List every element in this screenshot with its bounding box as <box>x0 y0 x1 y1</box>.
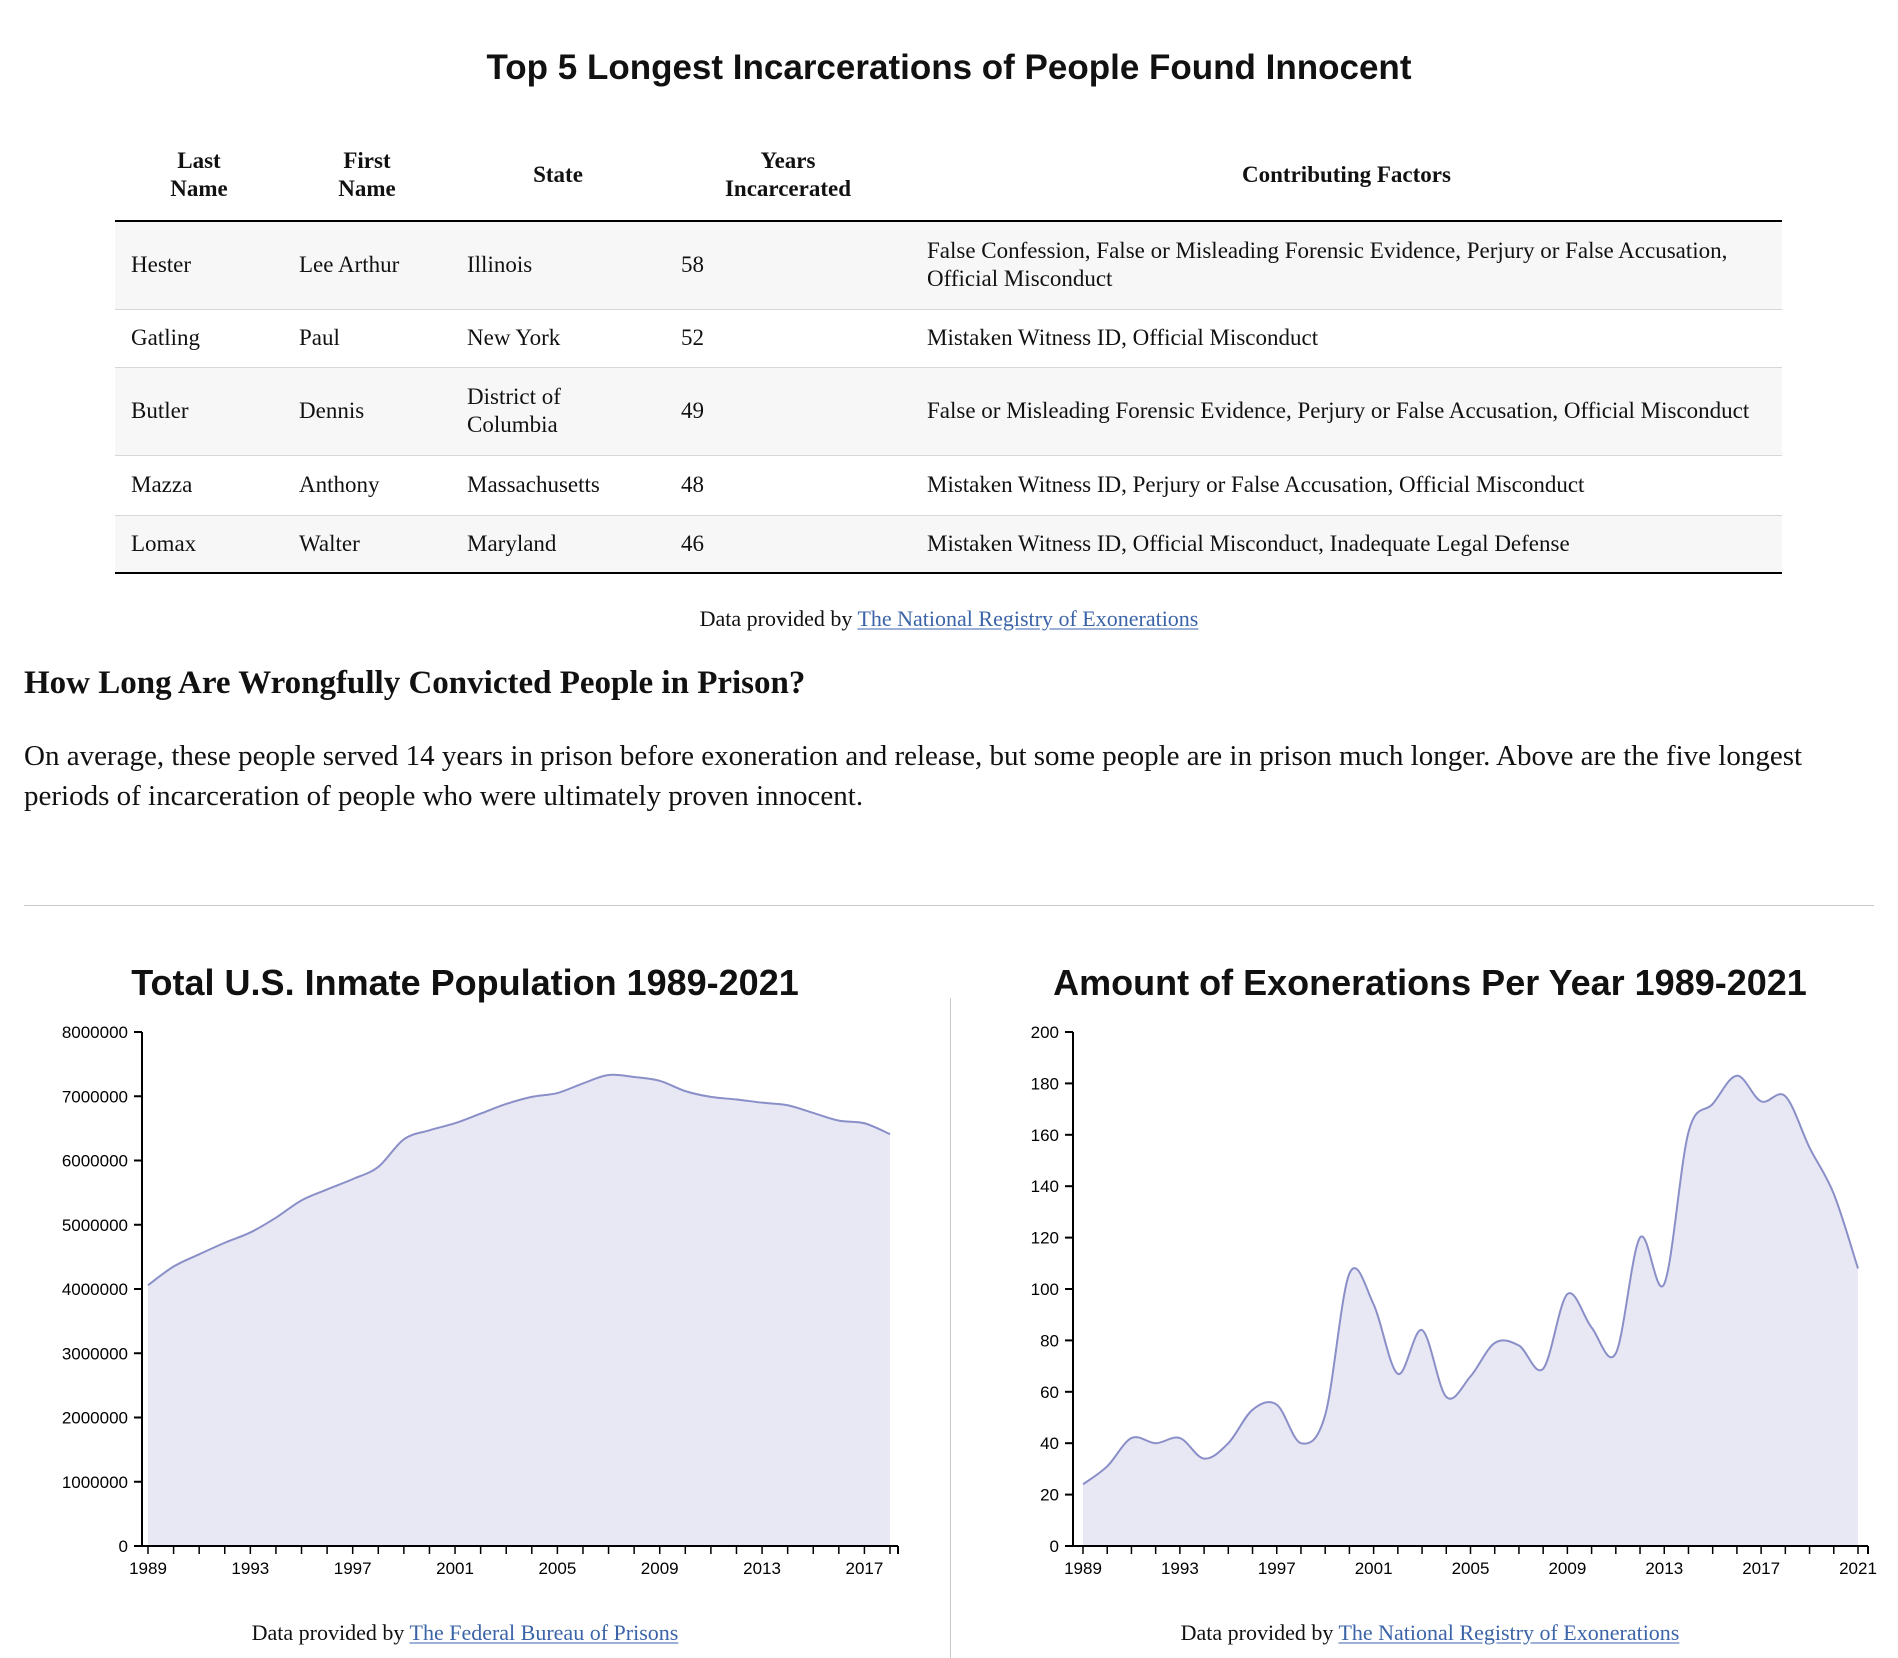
exoneration-y-tick-label: 200 <box>1031 1023 1059 1042</box>
cell-factors: Mistaken Witness ID, Official Misconduct <box>927 325 1319 350</box>
table-title: Top 5 Longest Incarcerations of People F… <box>486 48 1412 87</box>
table-row: Lomax Walter Maryland 46 Mistaken Witnes… <box>115 515 1782 573</box>
exoneration-chart-credit: Data provided by The National Registry o… <box>990 1620 1870 1646</box>
section-heading: How Long Are Wrongfully Convicted People… <box>24 665 806 701</box>
chart-divider <box>950 998 951 1658</box>
incarcerations-table: Last Name First Name State Years Incarcerat… <box>115 130 1782 574</box>
inmate-y-tick-label: 8000000 <box>62 1023 128 1042</box>
exoneration-x-tick-label: 1997 <box>1258 1559 1296 1578</box>
exoneration-y-tick-label: 180 <box>1031 1074 1059 1093</box>
exoneration-x-tick-label: 2017 <box>1742 1559 1780 1578</box>
exoneration-x-tick-label: 2001 <box>1355 1559 1393 1578</box>
exoneration-x-tick-label: 1993 <box>1161 1559 1199 1578</box>
inmate-y-tick-label: 2000000 <box>62 1409 128 1428</box>
inmate-y-tick-label: 0 <box>119 1537 128 1556</box>
header-years-incarcerated: Years Incarcerated <box>724 148 852 201</box>
cell-years: 49 <box>681 398 704 423</box>
header-state: State <box>533 162 583 187</box>
cell-years: 52 <box>681 325 704 350</box>
exoneration-credit-prefix: Data provided by <box>1180 1620 1339 1645</box>
inmate-x-tick-label: 1997 <box>334 1559 372 1578</box>
cell-state: Illinois <box>467 252 533 278</box>
cell-years: 46 <box>681 530 704 556</box>
header-last-name: Last Name <box>170 148 228 201</box>
inmate-credit-link[interactable]: The Federal Bureau of Prisons <box>409 1620 679 1645</box>
section-paragraph: On average, these people served 14 years… <box>24 740 1803 812</box>
table-credit: Data provided by The National Registry o… <box>0 606 1898 632</box>
inmate-x-tick-label: 2001 <box>436 1559 474 1578</box>
table-credit-link[interactable]: The National Registry of Exonerations <box>857 606 1199 631</box>
cell-state: Maryland <box>467 530 557 556</box>
table-row: Hester Lee Arthur Illinois 58 False Conf… <box>115 221 1782 309</box>
inmate-x-tick-label: 2017 <box>845 1559 883 1578</box>
cell-factors: False Confession, False or Misleading Fo… <box>927 238 1728 292</box>
cell-state: District of Columbia <box>467 384 561 437</box>
inmate-y-tick-label: 6000000 <box>62 1152 128 1171</box>
inmate-line <box>147 1073 891 1286</box>
exoneration-x-tick-label: 2013 <box>1645 1559 1683 1578</box>
exoneration-y-tick-label: 120 <box>1031 1229 1059 1248</box>
cell-first-name: Lee Arthur <box>299 252 400 278</box>
table-header-row: Last Name First Name State Years Incarcerat… <box>115 130 1782 221</box>
cell-first-name: Dennis <box>299 398 365 423</box>
exoneration-credit-link[interactable]: The National Registry of Exonerations <box>1338 1620 1680 1645</box>
cell-state: Massachusetts <box>467 472 600 497</box>
inmate-x-tick-label: 2009 <box>641 1559 679 1578</box>
inmate-y-tick-label: 4000000 <box>62 1280 128 1299</box>
inmate-credit-prefix: Data provided by <box>251 1620 410 1645</box>
cell-last-name: Hester <box>131 252 192 278</box>
inmate-x-tick-label: 2013 <box>743 1559 781 1578</box>
inmate-x-tick-label: 1989 <box>129 1559 167 1578</box>
header-first-name: First Name <box>338 148 396 201</box>
cell-first-name: Anthony <box>299 472 380 497</box>
exoneration-y-tick-label: 40 <box>1040 1434 1059 1453</box>
header-contributing-factors: Contributing Factors <box>1242 162 1451 187</box>
inmate-x-tick-label: 2005 <box>538 1559 576 1578</box>
exoneration-y-tick-label: 80 <box>1040 1331 1059 1350</box>
cell-factors: False or Misleading Forensic Evidence, P… <box>927 398 1750 423</box>
section-divider <box>24 905 1874 906</box>
cell-state: New York <box>467 325 561 350</box>
exoneration-x-tick-label: 2021 <box>1839 1559 1877 1578</box>
exoneration-y-tick-label: 160 <box>1031 1126 1059 1145</box>
cell-factors: Mistaken Witness ID, Perjury or False Ac… <box>927 472 1585 497</box>
exoneration-y-tick-label: 20 <box>1040 1486 1059 1505</box>
table-credit-prefix: Data provided by <box>699 606 858 631</box>
exoneration-x-tick-label: 1989 <box>1064 1559 1102 1578</box>
inmate-y-tick-label: 5000000 <box>62 1216 128 1235</box>
exoneration-x-tick-label: 2009 <box>1548 1559 1586 1578</box>
exoneration-y-tick-label: 140 <box>1031 1177 1059 1196</box>
cell-first-name: Walter <box>299 530 360 556</box>
inmate-area <box>148 1074 890 1546</box>
cell-factors: Mistaken Witness ID, Official Misconduct… <box>927 530 1570 556</box>
table-row: Mazza Anthony Massachusetts 48 Mistaken … <box>115 455 1782 515</box>
inmate-y-tick-label: 3000000 <box>62 1344 128 1363</box>
inmate-y-tick-label: 1000000 <box>62 1473 128 1492</box>
exoneration-y-tick-label: 100 <box>1031 1280 1059 1299</box>
cell-last-name: Gatling <box>131 325 200 350</box>
cell-years: 48 <box>681 472 704 497</box>
inmate-x-tick-label: 1993 <box>231 1559 269 1578</box>
cell-first-name: Paul <box>299 325 340 350</box>
cell-last-name: Butler <box>131 398 189 423</box>
exoneration-y-tick-label: 0 <box>1050 1537 1059 1556</box>
cell-years: 58 <box>681 252 704 278</box>
table-row: Butler Dennis District of Columbia 49 Fa… <box>115 367 1782 455</box>
exoneration-y-tick-label: 60 <box>1040 1383 1059 1402</box>
exoneration-x-tick-label: 2005 <box>1452 1559 1490 1578</box>
inmate-chart-title: Total U.S. Inmate Population 1989-2021 <box>131 962 799 1003</box>
exoneration-line <box>1082 1074 1859 1486</box>
table-row: Gatling Paul New York 52 Mistaken Witnes… <box>115 309 1782 367</box>
exoneration-chart-title: Amount of Exonerations Per Year 1989-202… <box>1053 962 1807 1003</box>
cell-last-name: Mazza <box>131 472 193 497</box>
inmate-y-tick-label: 7000000 <box>62 1087 128 1106</box>
cell-last-name: Lomax <box>131 530 197 556</box>
exoneration-area <box>1083 1075 1858 1546</box>
inmate-chart-credit: Data provided by The Federal Bureau of P… <box>30 1620 900 1646</box>
